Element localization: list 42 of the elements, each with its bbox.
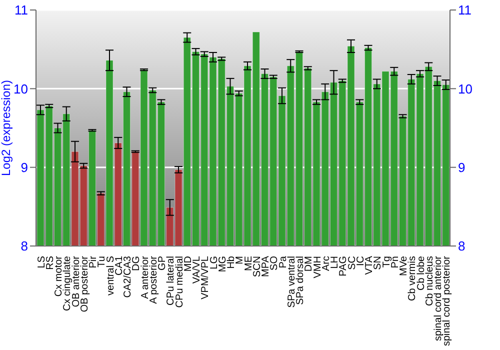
x-tick-label: ME — [243, 256, 254, 271]
x-tick-label: SO — [269, 256, 280, 270]
x-tick-label: Cx cingulate — [62, 256, 74, 312]
x-tick-label: OB anterior — [70, 255, 82, 308]
y-tick-label: 8 — [20, 238, 28, 254]
x-tick-label: A anterior — [140, 255, 151, 299]
x-tick-label: SC — [346, 256, 358, 270]
x-tick-label: SN — [372, 256, 384, 270]
x-tick-label: Tu — [96, 256, 108, 268]
x-tick-label: VMH — [312, 256, 324, 278]
x-tick-label: A posterior — [148, 255, 160, 304]
x-tick-label: Cb nucleus — [424, 256, 436, 306]
x-tick-label: PAG — [338, 256, 350, 276]
y-tick-label: 10 — [14, 81, 28, 96]
x-tick-label: SPa ventral — [286, 256, 298, 308]
x-tick-label: LG — [208, 256, 220, 270]
x-tick-label: OB posterior — [79, 255, 90, 312]
x-tick-label: CPu medial — [174, 256, 186, 308]
x-tick-label: Arc — [320, 256, 332, 271]
y2-tick-label: 11 — [458, 2, 472, 18]
x-tick-label: VPM/VPL — [200, 256, 212, 300]
x-tick-label: LS — [36, 256, 48, 268]
x-tick-label: DM — [304, 256, 315, 272]
x-tick-label: M — [234, 256, 246, 264]
x-tick-label: MG — [217, 256, 228, 272]
x-tick-label: RS — [44, 256, 56, 270]
x-tick-label: Pa — [278, 256, 289, 268]
x-tick-label: Pn — [390, 256, 401, 268]
y-tick-label: 11 — [14, 2, 28, 18]
x-tick-label: DG — [131, 256, 142, 271]
y-tick-label: 9 — [20, 160, 28, 175]
x-tick-label: Tg — [381, 256, 392, 268]
y2-tick-label: 10 — [458, 81, 472, 96]
y2-tick-label: 9 — [458, 160, 466, 175]
y-axis-title: Log2 (expression) — [0, 80, 13, 176]
x-tick-label: IC — [355, 256, 366, 266]
x-tick-label: ventral S — [105, 256, 116, 296]
x-tick-label: SCN — [252, 256, 263, 278]
x-tick-label: spinal cord posterior — [442, 255, 453, 346]
x-tick-label: Cb lobe — [416, 256, 427, 290]
x-tick-label: CA1 — [114, 256, 125, 276]
y2-tick-label: 8 — [458, 238, 466, 254]
